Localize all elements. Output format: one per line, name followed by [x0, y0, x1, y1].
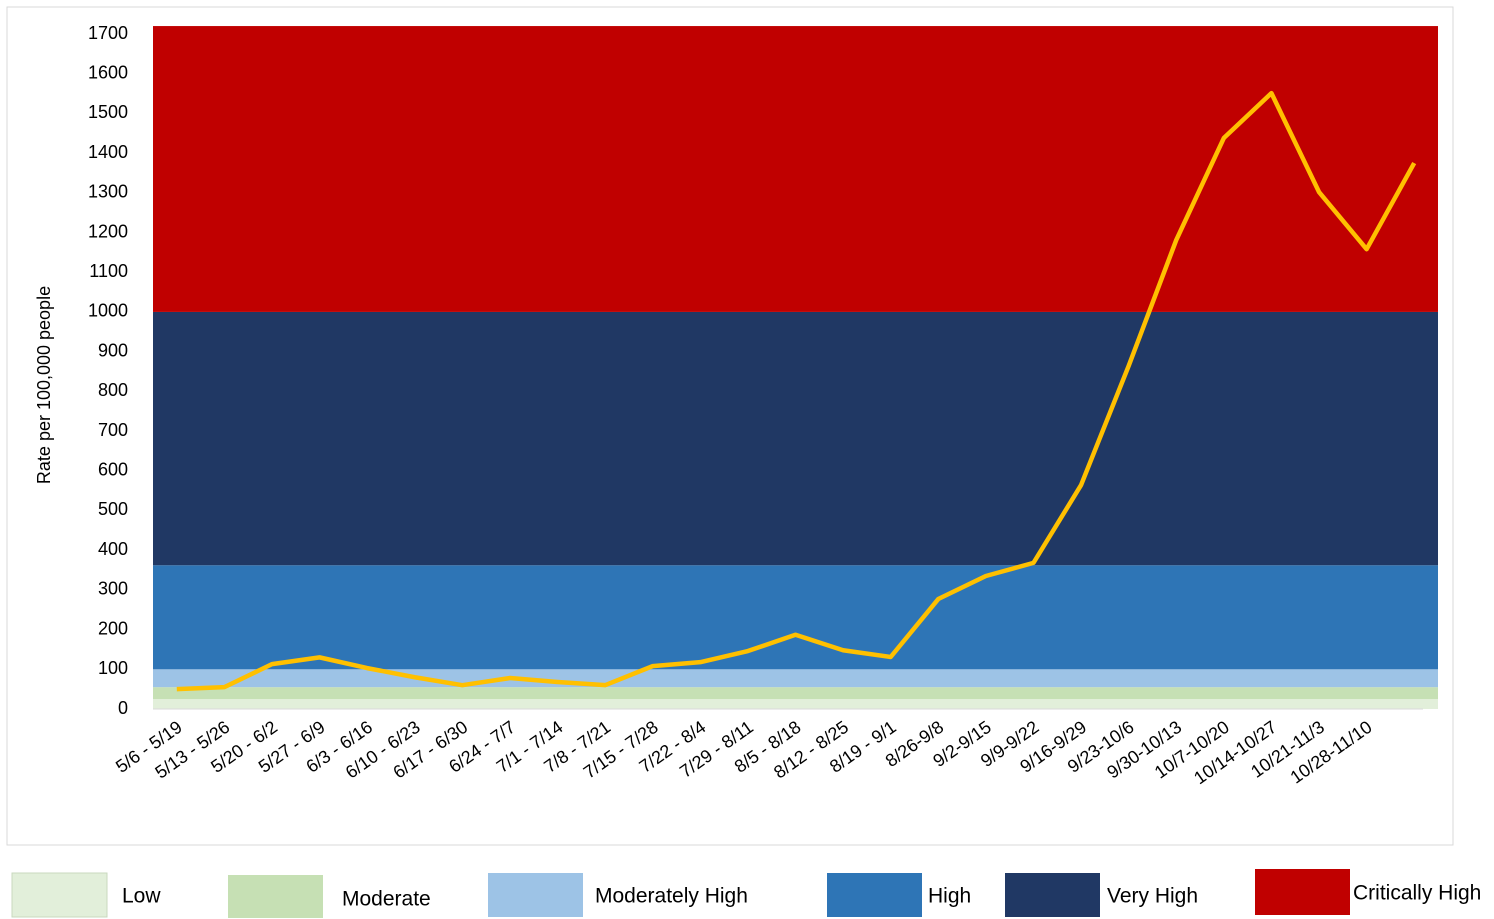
y-tick-label: 300 [98, 579, 128, 599]
y-tick-label: 1000 [88, 301, 128, 321]
y-tick-label: 900 [98, 340, 128, 360]
legend-swatch [11, 872, 108, 918]
legend-swatch [1255, 869, 1350, 915]
y-tick-label: 1100 [89, 261, 128, 281]
y-tick-label: 1300 [88, 182, 128, 202]
legend-swatch [488, 873, 583, 917]
risk-band [153, 311, 1438, 566]
y-tick-label: 600 [98, 460, 128, 480]
legend-swatch [1005, 873, 1100, 917]
legend-label: Moderately High [595, 885, 748, 908]
risk-band [153, 669, 1438, 688]
risk-band [153, 687, 1438, 700]
risk-band [153, 565, 1438, 670]
y-tick-label: 1600 [88, 62, 128, 82]
legend-swatch [827, 873, 922, 917]
y-tick-label: 500 [98, 499, 128, 519]
data-line [176, 90, 1417, 692]
y-tick-label: 400 [98, 539, 128, 559]
y-tick-label: 1500 [88, 102, 128, 122]
legend-label: Moderate [342, 888, 431, 911]
legend-label: Low [122, 885, 161, 908]
y-axis-label: Rate per 100,000 people [34, 286, 54, 484]
legend-swatch [228, 875, 323, 918]
risk-band [153, 699, 1438, 709]
y-tick-label: 0 [118, 698, 128, 718]
legend-label: High [928, 885, 971, 908]
y-tick-label: 100 [98, 658, 128, 678]
y-tick-label: 800 [98, 380, 128, 400]
risk-band [153, 26, 1438, 312]
y-tick-label: 1400 [88, 142, 128, 162]
y-tick-label: 1700 [88, 23, 128, 43]
legend-label: Very High [1107, 885, 1198, 908]
y-tick-label: 200 [98, 618, 128, 638]
y-tick-label: 700 [98, 420, 128, 440]
y-tick-label: 1200 [88, 221, 128, 241]
legend-label: Critically High [1353, 882, 1481, 905]
